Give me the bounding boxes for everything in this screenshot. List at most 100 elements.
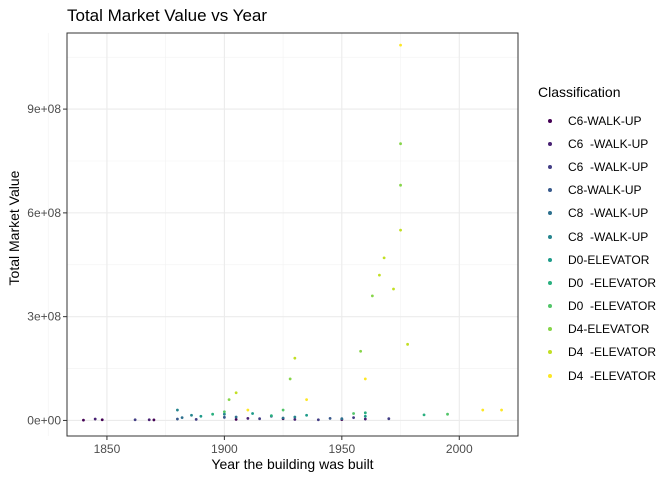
legend-key [548, 188, 552, 193]
data-point [399, 228, 402, 232]
data-point [399, 183, 402, 187]
data-point [305, 398, 308, 402]
y-axis-label: Total Market Value [6, 170, 22, 286]
data-point [293, 417, 297, 421]
data-point [378, 273, 381, 277]
legend-label: D0 -ELEVATOR [568, 275, 657, 290]
y-tick-label: 6e+08 [27, 206, 61, 220]
legend-item: C8 -WALK-UP [538, 202, 656, 225]
data-point [399, 43, 402, 47]
data-point [133, 418, 137, 422]
data-point [363, 411, 367, 415]
data-point [446, 412, 449, 416]
data-point [293, 356, 297, 360]
x-axis: 1850 1900 1950 2000 [94, 436, 473, 456]
data-point [258, 417, 262, 421]
legend: Classification C6-WALK-UP C6 -WALK-UP C6 -… [538, 84, 656, 387]
data-point [363, 414, 367, 418]
data-point [246, 408, 250, 412]
plot-panel [67, 33, 518, 436]
data-point [234, 391, 238, 395]
data-point [222, 415, 226, 419]
grid [47, 33, 519, 436]
x-tick-label: 1950 [328, 442, 355, 456]
data-points [82, 43, 503, 422]
legend-key [548, 304, 552, 309]
legend-key [548, 118, 552, 123]
x-tick-label: 1900 [211, 442, 238, 456]
data-point [288, 377, 292, 381]
legend-key [548, 280, 552, 285]
legend-item: C8 -WALK-UP [538, 225, 656, 248]
data-point [246, 416, 250, 420]
data-point [363, 417, 367, 421]
data-point [190, 413, 193, 417]
x-axis-label: Year the building was built [211, 456, 374, 472]
data-point [316, 418, 320, 422]
legend-label: D4 -ELEVATOR [568, 345, 657, 360]
data-point [93, 417, 97, 421]
data-point [152, 418, 156, 422]
data-point [387, 417, 391, 421]
data-point [422, 413, 426, 417]
legend-label: D4 -ELEVATOR [568, 368, 657, 383]
legend-item: D4 -ELEVATOR [538, 364, 656, 387]
data-point [211, 412, 215, 416]
plot-border [66, 32, 519, 437]
x-tick-label: 1850 [94, 442, 121, 456]
data-point [194, 417, 198, 421]
data-point [199, 414, 203, 418]
legend-label: C6 -WALK-UP [568, 136, 649, 151]
legend-item: D0-ELEVATOR [538, 248, 656, 271]
data-point [251, 412, 254, 415]
legend-label: C6-WALK-UP [568, 113, 642, 128]
legend-label: C8 -WALK-UP [568, 229, 649, 244]
data-point [481, 408, 485, 412]
legend-item: C6 -WALK-UP [538, 132, 656, 155]
data-point [147, 418, 151, 422]
data-point [222, 412, 226, 416]
data-point [269, 414, 273, 417]
data-point [363, 377, 367, 381]
legend-item: C8-WALK-UP [538, 179, 656, 202]
legend-label: D4-ELEVATOR [568, 322, 650, 337]
legend-key [548, 211, 552, 216]
y-axis: 0e+00 3e+08 6e+08 9e+08 [27, 102, 67, 427]
data-point [328, 416, 332, 420]
data-point [176, 417, 179, 421]
legend-label: D0 -ELEVATOR [568, 299, 657, 314]
data-point [352, 416, 355, 420]
legend-item: D4 -ELEVATOR [538, 341, 656, 364]
data-point [176, 408, 179, 412]
legend-key [548, 164, 552, 169]
data-point [234, 417, 238, 421]
data-point [281, 408, 285, 412]
legend-item: D0 -ELEVATOR [538, 271, 656, 294]
legend-key [548, 327, 552, 332]
data-point [82, 418, 85, 422]
data-point [222, 410, 226, 414]
y-tick-label: 9e+08 [27, 102, 61, 116]
data-point [359, 349, 363, 353]
data-point [382, 256, 386, 260]
legend-key [548, 373, 552, 378]
data-point [281, 416, 285, 420]
legend-label: C6 -WALK-UP [568, 159, 649, 174]
y-tick-label: 0e+00 [27, 413, 61, 427]
data-point [500, 408, 503, 412]
data-point [352, 412, 355, 415]
legend-key [548, 350, 552, 355]
data-point [399, 142, 402, 146]
data-point [340, 417, 344, 421]
legend-label: C8-WALK-UP [568, 183, 642, 198]
data-point [180, 416, 184, 420]
legend-label: D0-ELEVATOR [568, 252, 650, 267]
y-tick-label: 3e+08 [27, 310, 61, 324]
legend-label: C8 -WALK-UP [568, 206, 649, 221]
chart-title: Total Market Value vs Year [67, 6, 268, 25]
legend-key [548, 257, 552, 262]
data-point [305, 413, 308, 417]
legend-key [548, 141, 552, 146]
data-point [392, 287, 395, 291]
